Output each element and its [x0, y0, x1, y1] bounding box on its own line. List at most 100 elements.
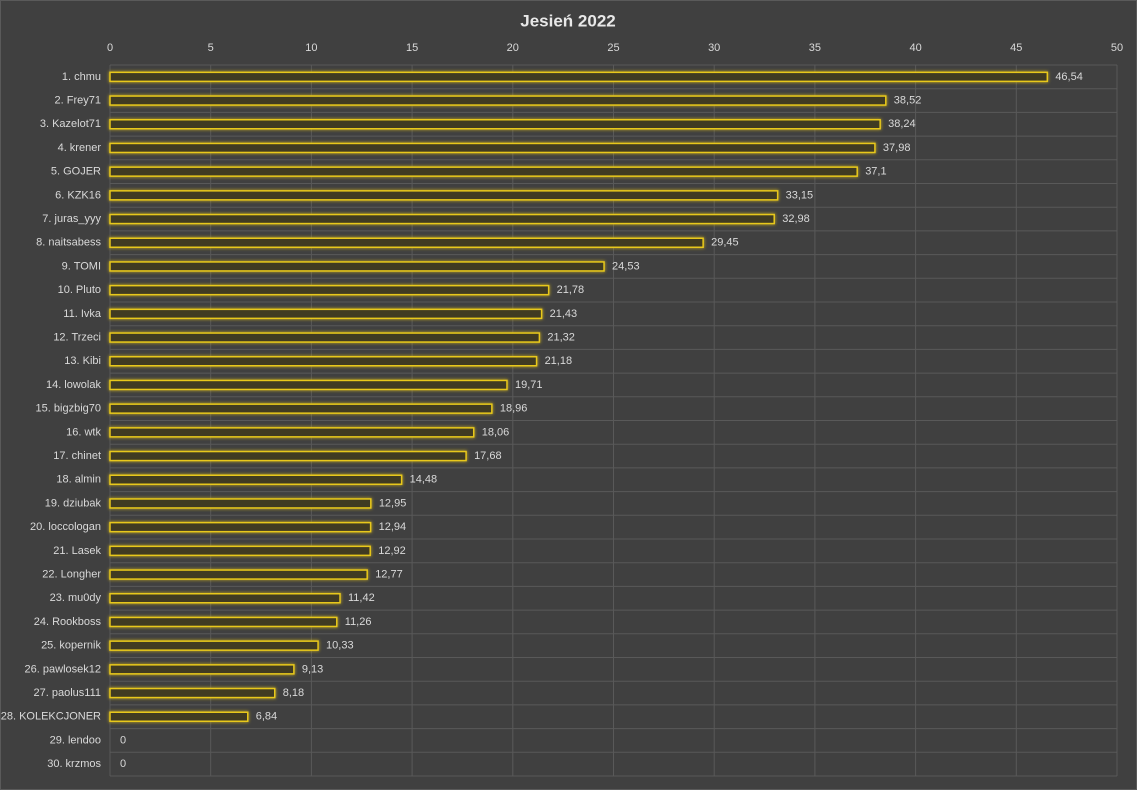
- value-label: 12,92: [378, 545, 406, 557]
- y-tick-label: 26. pawlosek12: [25, 663, 101, 675]
- x-tick-label: 0: [107, 42, 113, 54]
- x-tick-label: 45: [1010, 42, 1022, 54]
- bar: [109, 711, 249, 722]
- y-tick-label: 15. bigzbig70: [36, 403, 101, 415]
- y-tick-label: 8. naitsabess: [36, 237, 101, 249]
- y-tick-label: 21. Lasek: [53, 545, 101, 557]
- value-label: 14,48: [410, 474, 438, 486]
- bar: [109, 664, 295, 675]
- bar: [109, 379, 508, 391]
- value-label: 18,06: [482, 426, 510, 438]
- bar: [109, 166, 858, 177]
- y-tick-label: 25. kopernik: [41, 640, 101, 652]
- chart-title: Jesień 2022: [520, 11, 615, 30]
- x-tick-label: 25: [607, 42, 619, 54]
- y-tick-label: 3. Kazelot71: [40, 118, 101, 130]
- value-label: 0: [120, 758, 126, 770]
- y-tick-label: 28. KOLEKCJONER: [1, 711, 101, 723]
- x-tick-label: 20: [507, 42, 519, 54]
- y-tick-label: 12. Trzeci: [53, 331, 101, 343]
- value-label: 33,15: [786, 189, 814, 201]
- y-tick-label: 18. almin: [56, 474, 101, 486]
- bar: [109, 403, 493, 414]
- y-tick-label: 27. paolus111: [34, 687, 101, 699]
- y-tick-label: 6. KZK16: [55, 189, 101, 201]
- x-tick-label: 40: [909, 42, 921, 54]
- y-tick-label: 7. juras_yyy: [42, 213, 101, 225]
- bar: [109, 332, 541, 343]
- y-tick-label: 17. chinet: [53, 450, 101, 462]
- bar: [109, 71, 1049, 83]
- bar: [109, 190, 779, 201]
- y-tick-label: 5. GOJER: [51, 166, 101, 178]
- y-tick-label: 30. krzmos: [47, 758, 101, 770]
- bar: [109, 213, 775, 225]
- value-label: 21,78: [557, 284, 585, 296]
- value-label: 38,52: [894, 94, 922, 106]
- value-label: 19,71: [515, 379, 543, 391]
- y-tick-label: 4. krener: [58, 142, 102, 154]
- x-tick-label: 35: [809, 42, 821, 54]
- value-label: 24,53: [612, 260, 640, 272]
- x-tick-label: 30: [708, 42, 720, 54]
- bar: [109, 95, 887, 106]
- value-label: 6,84: [256, 711, 277, 723]
- value-label: 9,13: [302, 663, 323, 675]
- bar: [109, 119, 881, 130]
- bar: [109, 237, 704, 248]
- y-tick-label: 16. wtk: [66, 426, 101, 438]
- bar: [109, 545, 371, 557]
- value-label: 32,98: [782, 213, 810, 225]
- value-label: 12,95: [379, 497, 407, 509]
- bar: [109, 593, 341, 604]
- value-label: 11,42: [348, 592, 375, 604]
- bar: [109, 142, 876, 154]
- value-label: 12,77: [375, 568, 403, 580]
- y-tick-label: 11. Ivka: [63, 308, 102, 320]
- bar: [109, 261, 605, 272]
- y-tick-label: 23. mu0dy: [50, 592, 102, 604]
- y-tick-label: 19. dziubak: [45, 497, 102, 509]
- y-tick-label: 13. Kibi: [64, 355, 101, 367]
- bar: [109, 640, 319, 651]
- bar: [109, 450, 467, 462]
- value-label: 37,1: [865, 166, 886, 178]
- y-tick-label: 10. Pluto: [58, 284, 101, 296]
- x-tick-label: 10: [305, 42, 317, 54]
- x-tick-label: 50: [1111, 42, 1123, 54]
- value-label: 21,18: [545, 355, 573, 367]
- value-label: 37,98: [883, 142, 911, 154]
- bar: [109, 521, 372, 533]
- y-tick-label: 29. lendoo: [50, 734, 101, 746]
- value-label: 10,33: [326, 640, 354, 652]
- y-tick-label: 24. Rookboss: [34, 616, 102, 628]
- value-label: 8,18: [283, 687, 304, 699]
- x-tick-label: 15: [406, 42, 418, 54]
- y-tick-label: 2. Frey71: [55, 94, 101, 106]
- value-label: 11,26: [345, 616, 372, 628]
- value-label: 0: [120, 734, 126, 746]
- value-label: 18,96: [500, 403, 528, 415]
- bar: [109, 356, 538, 367]
- y-tick-label: 1. chmu: [62, 71, 101, 83]
- bar: [109, 498, 372, 509]
- bar: [109, 427, 475, 438]
- y-tick-label: 9. TOMI: [62, 260, 101, 272]
- bar: [109, 284, 550, 296]
- bar: [109, 474, 403, 485]
- y-tick-label: 22. Longher: [42, 568, 101, 580]
- bar: [109, 308, 543, 320]
- x-tick-label: 5: [208, 42, 214, 54]
- value-label: 46,54: [1055, 71, 1083, 83]
- y-tick-label: 20. loccologan: [30, 521, 101, 533]
- value-label: 38,24: [888, 118, 916, 130]
- y-tick-label: 14. lowolak: [46, 379, 102, 391]
- bar: [109, 616, 338, 628]
- value-label: 17,68: [474, 450, 502, 462]
- value-label: 21,43: [550, 308, 578, 320]
- bar: [109, 687, 276, 699]
- value-label: 21,32: [547, 331, 575, 343]
- value-label: 12,94: [379, 521, 407, 533]
